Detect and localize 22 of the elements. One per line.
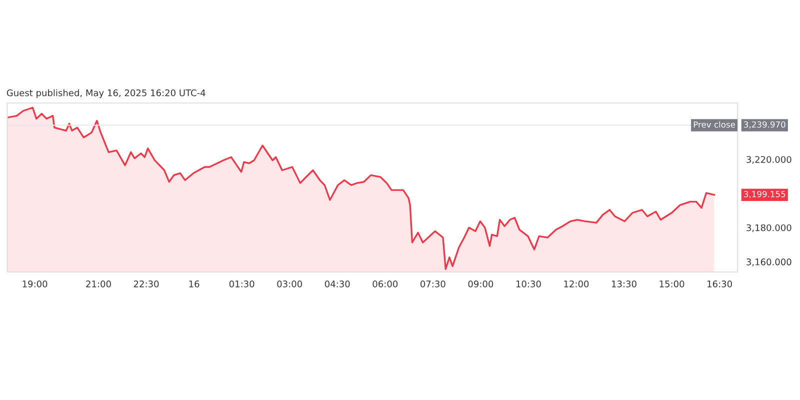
ref-line-label: Prev close xyxy=(694,121,735,128)
x-tick-label: 06:00 xyxy=(372,280,398,288)
text: 3,239.970 xyxy=(744,121,786,129)
x-tick-label: 16:30 xyxy=(708,280,732,288)
x-tick-label: 12:00 xyxy=(564,280,589,288)
y-tick-label: 3,220.000 xyxy=(746,156,792,164)
x-tick-label: 04:30 xyxy=(324,280,350,288)
x-tick-label: 07:30 xyxy=(420,280,446,288)
x-tick-label: 15:00 xyxy=(660,280,684,288)
text: 3,199.155 xyxy=(744,190,786,198)
x-tick-label: 22:30 xyxy=(134,280,159,288)
x-tick-label: 03:00 xyxy=(277,280,302,288)
x-tick-label: 09:00 xyxy=(468,280,494,288)
x-tick-label: 13:30 xyxy=(612,280,636,288)
x-tick-label: 10:30 xyxy=(516,280,541,288)
x-tick-label: 01:30 xyxy=(229,280,254,288)
text: Guest published, May 16, 2025 16:20 UTC-4 xyxy=(6,89,206,98)
x-tick-label: 16 xyxy=(189,280,200,288)
x-tick-label: 21:00 xyxy=(86,280,111,288)
y-tick-label: 3,180.000 xyxy=(746,224,792,232)
y-tick-label: 3,160.000 xyxy=(746,258,792,266)
x-tick-label: 19:00 xyxy=(22,280,48,288)
